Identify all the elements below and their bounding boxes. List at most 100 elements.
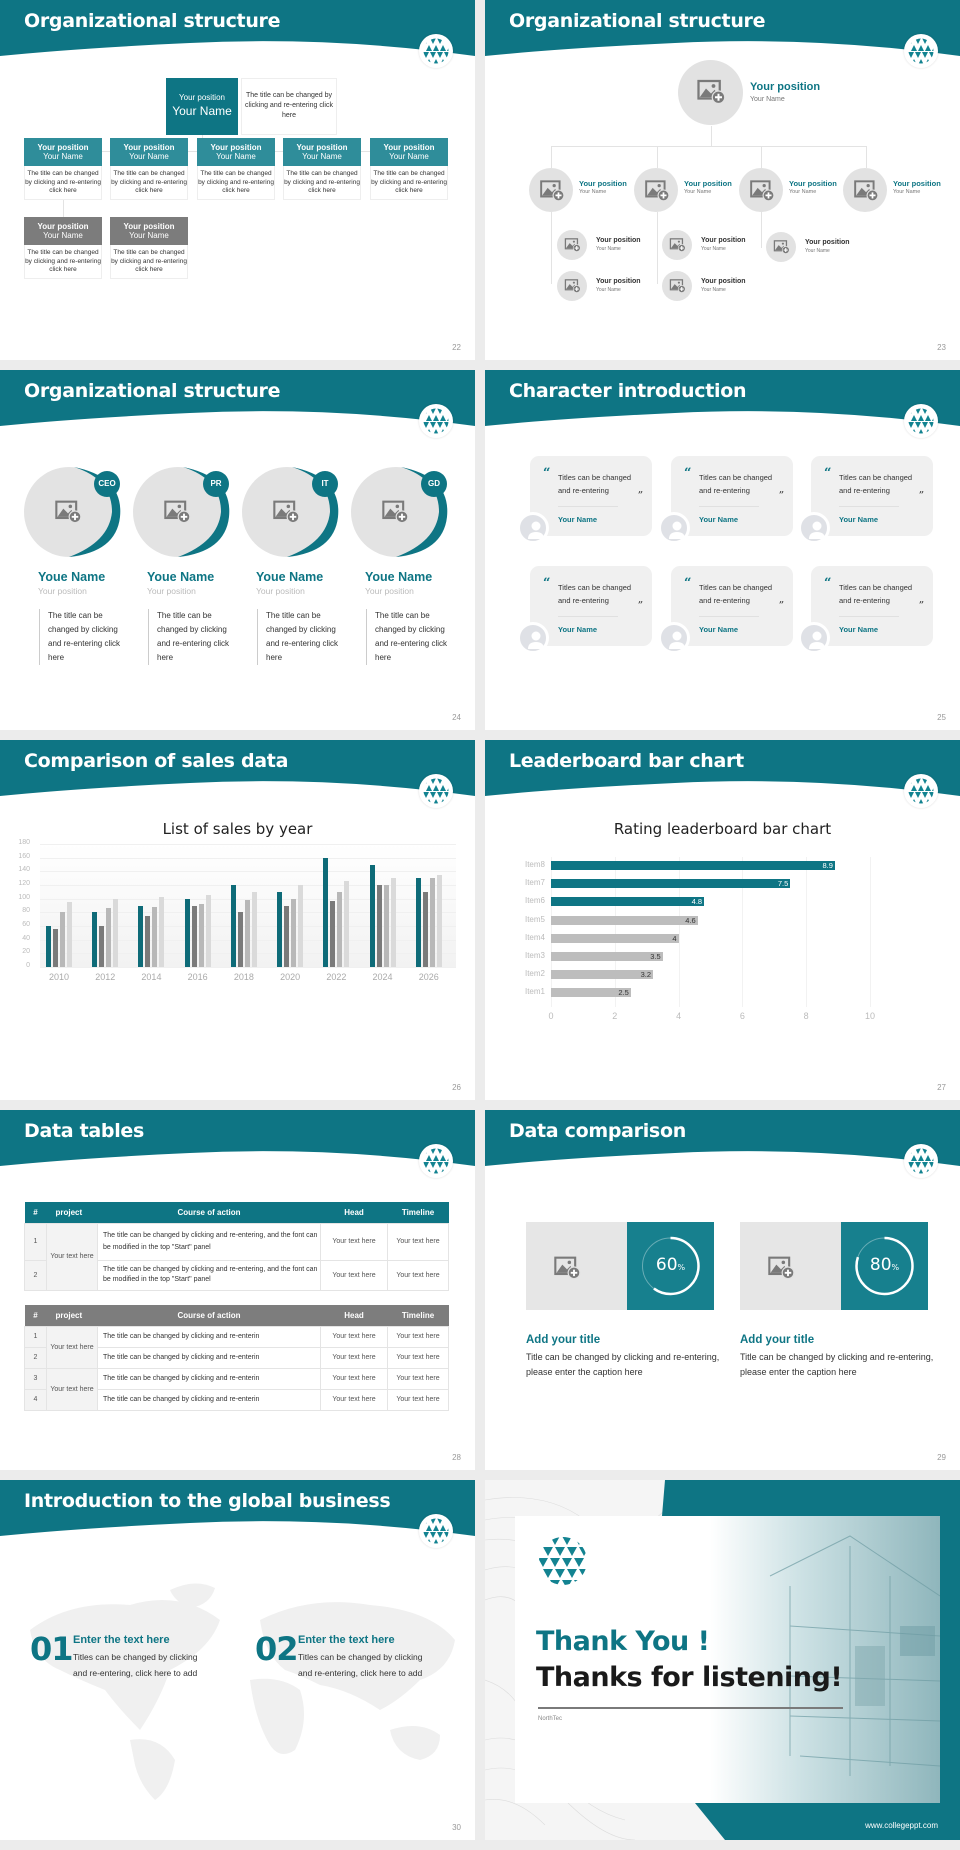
slide-22[interactable]: Organizational structure Your position Yo… (0, 0, 475, 360)
quote-line: Titles can be changed (558, 583, 632, 592)
photo-placeholder[interactable] (662, 271, 692, 301)
slide-24[interactable]: Organizational structure CEO Youe Name You… (0, 370, 475, 730)
org-card[interactable]: Your position Your Name The title can be c… (110, 217, 188, 279)
timeline-cell[interactable]: Your text here (387, 1259, 449, 1291)
logo-icon (419, 1514, 453, 1548)
timeline-cell[interactable]: Your text here (387, 1388, 449, 1411)
bar (244, 900, 250, 967)
photo-placeholder[interactable] (678, 60, 743, 125)
head-cell[interactable]: Your text here (320, 1325, 388, 1348)
timeline-cell[interactable]: Your text here (387, 1222, 449, 1261)
website-url[interactable]: www.collegeppt.com (865, 1821, 938, 1830)
action-cell[interactable]: The title can be changed by clicking and… (97, 1346, 321, 1369)
bar (145, 915, 151, 967)
action-cell[interactable]: The title can be changed by clicking and… (97, 1367, 321, 1390)
row-number: 3 (24, 1367, 47, 1390)
quote-card[interactable]: “ Titles can be changed and re-entering ” Yo… (811, 456, 933, 536)
action-cell[interactable]: The title can be changed by clicking and… (97, 1388, 321, 1411)
photo-placeholder[interactable] (529, 168, 573, 212)
quote-card[interactable]: “ Titles can be changed and re-entering ” Yo… (671, 456, 793, 536)
col-header: project (55, 1207, 83, 1217)
slide-title: Comparison of sales data (24, 750, 289, 772)
name-label: Your Name (750, 96, 785, 103)
quote-card[interactable]: “ Titles can be changed and re-entering ” Yo… (530, 566, 652, 646)
org-card[interactable]: Your position Your Name The title can be c… (24, 138, 102, 200)
action-cell[interactable]: The title can be changed by clicking and… (97, 1222, 321, 1261)
user-icon (669, 521, 685, 539)
timeline-cell[interactable]: Your text here (387, 1346, 449, 1369)
y-tick: Item6 (524, 896, 545, 906)
head-cell[interactable]: Your text here (320, 1388, 388, 1411)
bar (251, 891, 257, 967)
photo-placeholder[interactable] (662, 230, 692, 260)
table-row: 1 Your text here The title can be change… (24, 1325, 449, 1369)
photo-placeholder[interactable] (557, 230, 587, 260)
table-row: 1 Your text here The title can be change… (24, 1222, 449, 1291)
image-placeholder[interactable] (526, 1222, 627, 1310)
bar (67, 902, 72, 967)
divider (538, 1707, 843, 1709)
head-cell[interactable]: Your text here (320, 1367, 388, 1390)
slide-28[interactable]: Data tables # project Course of action H… (0, 1110, 475, 1470)
slide-27[interactable]: Leaderboard bar chart Rating leaderboard… (485, 740, 960, 1100)
photo-placeholder[interactable] (634, 168, 678, 212)
position-label: Your position (596, 278, 641, 285)
item-title: Enter the text here (73, 1634, 170, 1646)
bar (376, 885, 382, 967)
quote-card[interactable]: “ Titles can be changed and re-entering ” Yo… (530, 456, 652, 536)
progress-panel: 80% (841, 1222, 928, 1310)
quote-card[interactable]: “ Titles can be changed and re-entering ” Yo… (671, 566, 793, 646)
timeline-cell[interactable]: Your text here (387, 1325, 449, 1348)
item-title: Add your title (526, 1334, 601, 1346)
image-placeholder[interactable] (740, 1222, 841, 1310)
y-tick: Item1 (524, 987, 545, 997)
data-table-1: # project Course of action Head Timeline… (24, 1202, 449, 1291)
name-label: Your Name (579, 189, 607, 195)
photo-placeholder[interactable] (739, 168, 783, 212)
slide-header: Data tables (0, 1110, 475, 1170)
position-label: Your position (123, 222, 175, 231)
bar-value-label: 4 (672, 933, 677, 943)
head-cell[interactable]: Your text here (320, 1222, 388, 1261)
person-name: Your Name (839, 625, 879, 634)
avatar (517, 512, 549, 544)
slide-title: Data tables (24, 1120, 145, 1142)
slide-25[interactable]: Character introduction “ Titles can be ch… (485, 370, 960, 730)
slide-23[interactable]: Organizational structure Your position Yo… (485, 0, 960, 360)
top-description[interactable]: The title can be changed by clicking and… (241, 78, 337, 135)
top-position-box[interactable]: Your position Your Name (166, 78, 238, 135)
org-card[interactable]: Your position Your Name The title can be c… (283, 138, 361, 200)
avatar (658, 512, 690, 544)
open-quote-icon: “ (824, 466, 832, 481)
head-cell[interactable]: Your text here (320, 1259, 388, 1291)
org-card[interactable]: Your position Your Name The title can be c… (370, 138, 448, 200)
quote-card[interactable]: “ Titles can be changed and re-entering ” Yo… (811, 566, 933, 646)
timeline-cell[interactable]: Your text here (387, 1367, 449, 1390)
percent-unit: % (677, 1263, 686, 1272)
slide-30[interactable]: Introduction to the global business 01 En… (0, 1480, 475, 1840)
slide-29[interactable]: Data comparison 60% Add your title Title c… (485, 1110, 960, 1470)
org-card[interactable]: Your position Your Name The title can be c… (110, 138, 188, 200)
action-cell[interactable]: The title can be changed by clicking and… (97, 1325, 321, 1348)
y-tick: 0 (26, 962, 30, 969)
row-number: 2 (24, 1259, 47, 1291)
head-cell[interactable]: Your text here (320, 1346, 388, 1369)
org-card-description: The title can be changed by clicking and… (283, 166, 361, 200)
y-tick: Item3 (524, 951, 545, 960)
action-cell[interactable]: The title can be changed by clicking and… (97, 1259, 321, 1291)
bar (159, 897, 165, 967)
page-number: 28 (452, 1453, 461, 1462)
role-badge: GD (421, 471, 447, 497)
text-line: Titles can be changed by clicking (298, 1652, 423, 1662)
name-label: Your Name (216, 152, 256, 161)
photo-placeholder[interactable] (766, 232, 796, 262)
slide-title: Organizational structure (24, 380, 281, 402)
org-card[interactable]: Your position Your Name The title can be c… (197, 138, 275, 200)
org-card[interactable]: Your position Your Name The title can be c… (24, 217, 102, 279)
bar-value-label: 8.9 (822, 861, 833, 870)
slide-26[interactable]: Comparison of sales data List of sales b… (0, 740, 475, 1100)
slide-thank-you[interactable]: Thank You ! Thanks for listening! NorthT… (485, 1480, 960, 1840)
photo-placeholder[interactable] (557, 271, 587, 301)
bar (422, 891, 428, 967)
photo-placeholder[interactable] (843, 168, 887, 212)
